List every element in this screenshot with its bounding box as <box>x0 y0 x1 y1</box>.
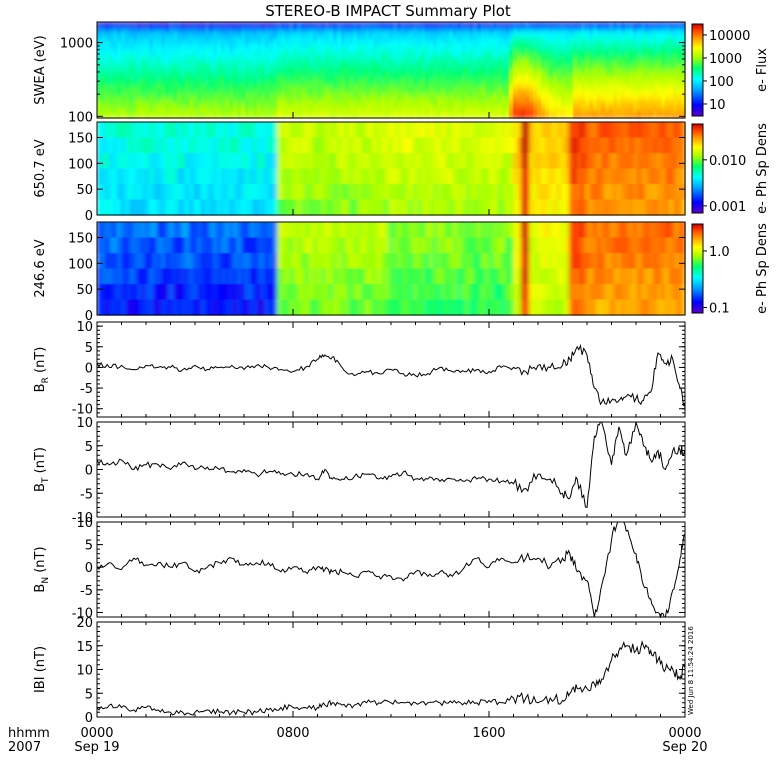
y-tick-label: 50 <box>76 283 93 298</box>
y-tick-label: 10 <box>76 416 93 431</box>
y-axis-label: BR (nT) <box>33 347 51 393</box>
spectrogram-panel-2: 0 50 100 150 0.001 0.010 e- Ph Sp Dens <box>68 121 770 224</box>
spectrogram-image <box>97 222 686 316</box>
colorbar-tick-label: 0.001 <box>709 200 746 215</box>
colorbar-tick-label: 1000 <box>709 52 742 67</box>
colorbar-gradient <box>691 23 704 117</box>
spectrogram-panel-1: 100 1000 10 100 1000 10000 e- Flux <box>60 21 770 125</box>
line-panel-6: -10 -5 0 5 10 BN (nT) <box>33 516 686 621</box>
colorbar: 0.1 1.0 e- Ph Sp Dens <box>691 223 770 317</box>
colorbar-label: e- Ph Sp Dens <box>755 123 770 214</box>
colorbar-tick-label: 100 <box>709 75 734 90</box>
panel-frame <box>96 221 686 316</box>
y-tick-label: 0 <box>85 464 93 479</box>
data-trace <box>96 640 686 716</box>
y-axis-label: 246.6 eV <box>33 239 48 297</box>
y-tick-label: 0 <box>85 561 93 576</box>
panel-frame <box>96 521 686 618</box>
time-tick-label: 1600 <box>472 726 505 741</box>
y-tick-label: -5 <box>80 382 93 397</box>
plot-title: STEREO-B IMPACT Summary Plot <box>265 2 511 20</box>
spectrogram-image <box>97 22 686 119</box>
y-tick-label: 10 <box>76 516 93 531</box>
colorbar: 10 100 1000 10000 e- Flux <box>691 23 770 117</box>
y-tick-label: -10 <box>72 606 93 621</box>
data-trace <box>96 343 686 409</box>
y-tick-label: -5 <box>80 584 93 599</box>
y-tick-label: 0 <box>85 209 93 224</box>
y-tick-label: 20 <box>76 616 93 631</box>
line-panel-5: -10 -5 0 5 10 BT (nT) <box>33 416 686 526</box>
y-tick-label: 5 <box>85 341 93 356</box>
y-tick-label: -10 <box>72 403 93 418</box>
time-axis-hhmm-label: hhmm <box>8 726 50 741</box>
spectrogram-panel-3: 0 50 100 150 0.1 1.0 e- Ph Sp Dens <box>68 221 770 324</box>
y-tick-label: -10 <box>72 511 93 526</box>
y-axis-label: BN (nT) <box>33 546 51 592</box>
y-tick-label: 5 <box>85 440 93 455</box>
timestamp-label: Wed Jun 8 11:54:24 2016 <box>687 626 695 715</box>
colorbar-label: e- Ph Sp Dens <box>755 223 770 314</box>
y-tick-label: 0 <box>85 361 93 376</box>
time-tick-label: 0000 <box>80 726 113 741</box>
y-tick-label: 15 <box>76 640 93 655</box>
panel-frame <box>96 121 686 216</box>
colorbar-tick-label: 0.1 <box>709 302 730 317</box>
colorbar-label: e- Flux <box>755 48 770 92</box>
y-axis-label: IBI (nT) <box>33 646 48 693</box>
colorbar-tick-label: 1.0 <box>709 245 730 260</box>
y-tick-label: 5 <box>85 687 93 702</box>
time-axis-year-label: 2007 <box>8 740 41 755</box>
panel-frame <box>96 21 686 119</box>
y-tick-label: 5 <box>85 539 93 554</box>
y-tick-label: 100 <box>68 257 93 272</box>
y-tick-label: 100 <box>68 110 93 125</box>
time-tick-label: 0000 <box>668 726 701 741</box>
y-axis-label: SWEA (eV) <box>33 35 48 104</box>
data-trace <box>96 521 686 619</box>
y-tick-label: 100 <box>68 157 93 172</box>
y-tick-label: 1000 <box>60 37 93 52</box>
data-trace <box>96 421 686 509</box>
y-tick-label: -5 <box>80 487 93 502</box>
colorbar-gradient <box>691 123 704 214</box>
spectrogram-image <box>97 122 686 216</box>
colorbar-tick-label: 0.010 <box>709 154 746 169</box>
line-panel-7: 0 5 10 15 20 IBI (nT) <box>33 616 686 726</box>
colorbar-tick-label: 10000 <box>709 29 750 44</box>
y-tick-label: 0 <box>85 711 93 726</box>
y-tick-label: 150 <box>68 132 93 147</box>
y-tick-label: 150 <box>68 232 93 247</box>
y-axis-label: 650.7 eV <box>33 139 48 197</box>
panel-frame <box>96 421 686 518</box>
y-tick-label: 10 <box>76 320 93 335</box>
colorbar-gradient <box>691 223 704 314</box>
time-date-label: Sep 20 <box>662 740 707 755</box>
time-date-label: Sep 19 <box>74 740 119 755</box>
y-tick-label: 10 <box>76 664 93 679</box>
colorbar-tick-label: 10 <box>709 98 726 113</box>
y-tick-label: 50 <box>76 183 93 198</box>
line-panel-4: -10 -5 0 5 10 BR (nT) <box>33 320 686 418</box>
time-tick-label: 0800 <box>276 726 309 741</box>
colorbar: 0.001 0.010 e- Ph Sp Dens <box>691 123 770 215</box>
y-axis-label: BT (nT) <box>33 447 51 492</box>
y-tick-label: 0 <box>85 309 93 324</box>
